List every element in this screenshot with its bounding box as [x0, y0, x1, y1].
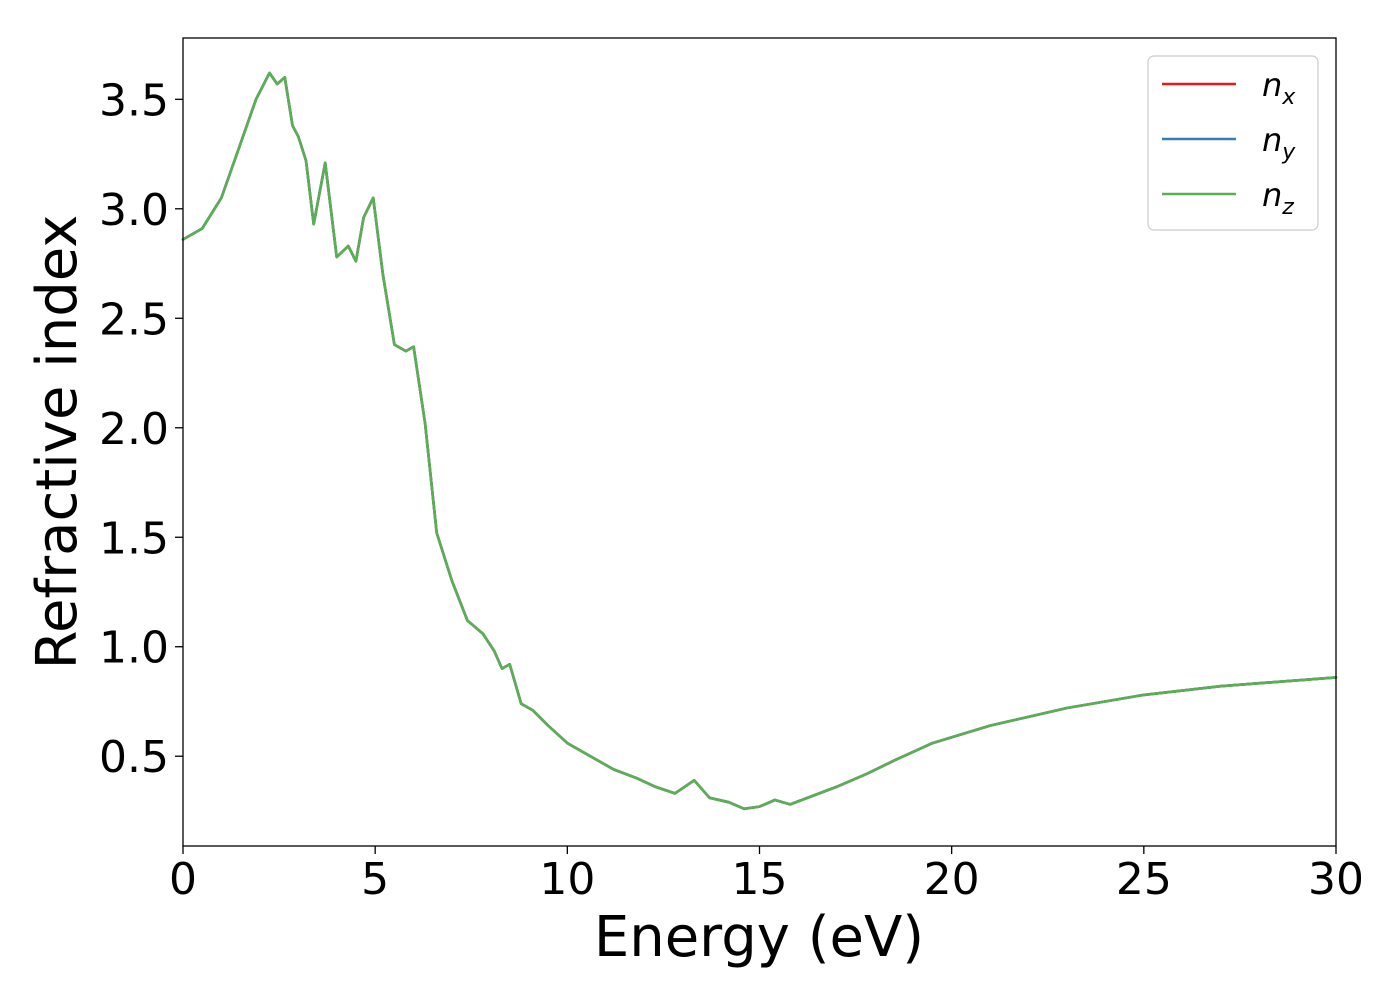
legend: nx ny nz: [1147, 55, 1319, 231]
x-tick-label: 10: [539, 854, 595, 905]
legend-box: [1147, 55, 1319, 231]
y-axis-title: Refractive index: [25, 215, 90, 670]
y-tick-label: 3.0: [99, 185, 169, 236]
legend-label-y: ny: [1262, 121, 1296, 165]
legend-label-z: nz: [1262, 176, 1294, 220]
legend-items: nx ny nz: [1162, 66, 1296, 220]
series-layer: [181, 71, 1338, 811]
x-axis-title: Energy (eV): [594, 905, 924, 970]
x-tick-label: 0: [169, 854, 197, 905]
y-axis-ticks: 0.5 1.0 1.5 2.0 2.5 3.0 3.5: [99, 75, 183, 783]
y-tick-label: 0.5: [99, 732, 169, 783]
x-tick-label: 5: [361, 854, 389, 905]
y-tick-label: 2.0: [99, 404, 169, 455]
series-line-z: [181, 71, 1338, 811]
x-tick-label: 20: [924, 854, 980, 905]
y-tick-label: 3.5: [99, 75, 169, 126]
x-tick-label: 30: [1308, 854, 1364, 905]
y-tick-label: 2.5: [99, 294, 169, 345]
x-tick-label: 25: [1116, 854, 1172, 905]
legend-label-x: nx: [1262, 66, 1296, 110]
x-tick-label: 15: [732, 854, 788, 905]
y-tick-label: 1.0: [99, 623, 169, 674]
x-axis-ticks: 0 5 10 15 20 25 30: [169, 846, 1364, 905]
y-tick-label: 1.5: [99, 513, 169, 564]
